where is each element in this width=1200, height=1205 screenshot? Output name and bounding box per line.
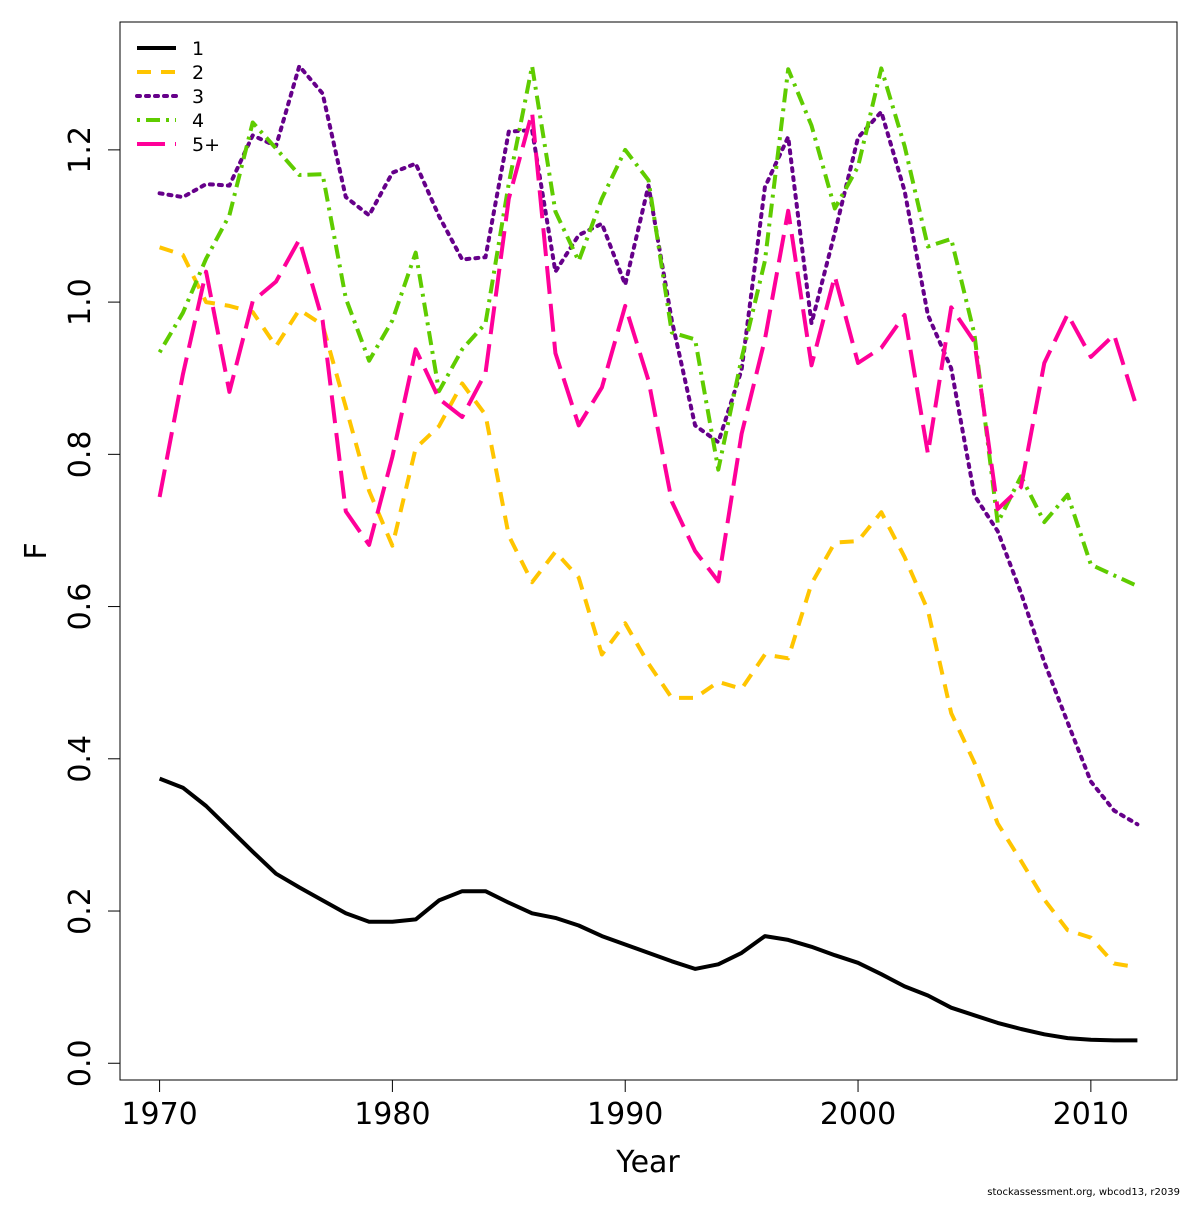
series-layer	[157, 64, 1140, 1043]
series-line-1	[158, 776, 1138, 1043]
x-axis-title: Year	[615, 1145, 680, 1180]
series-line-3	[157, 64, 1140, 827]
y-tick-label: 0.2	[63, 887, 98, 935]
series-line-4	[157, 64, 1139, 588]
y-axis: 0.0 0.2 0.4 0.6 0.8 1.0 1.2	[63, 126, 121, 1087]
y-tick-label: 0.6	[63, 583, 98, 631]
legend-label: 3	[192, 86, 204, 108]
x-tick-label: 2000	[820, 1097, 896, 1132]
x-tick-label: 1990	[587, 1097, 663, 1132]
x-axis: 1970 1980 1990 2000 2010	[121, 1079, 1129, 1132]
y-tick-label: 1.0	[63, 278, 98, 326]
x-tick-label: 2010	[1053, 1097, 1129, 1132]
legend-label: 2	[192, 62, 204, 84]
legend-label: 4	[192, 110, 204, 132]
y-axis-title: F	[19, 542, 54, 559]
x-tick-label: 1970	[121, 1097, 197, 1132]
y-tick-label: 0.4	[63, 735, 98, 783]
y-tick-label: 0.0	[63, 1039, 98, 1087]
y-tick-label: 0.8	[63, 430, 98, 478]
footer-credit: stockassessment.org, wbcod13, r2039	[987, 1187, 1180, 1198]
legend-label: 5+	[192, 134, 220, 156]
legend-label: 1	[192, 38, 204, 60]
series-line-2	[158, 245, 1138, 970]
x-tick-label: 1980	[354, 1097, 430, 1132]
y-tick-label: 1.2	[63, 126, 98, 174]
series-line-5	[157, 110, 1140, 584]
